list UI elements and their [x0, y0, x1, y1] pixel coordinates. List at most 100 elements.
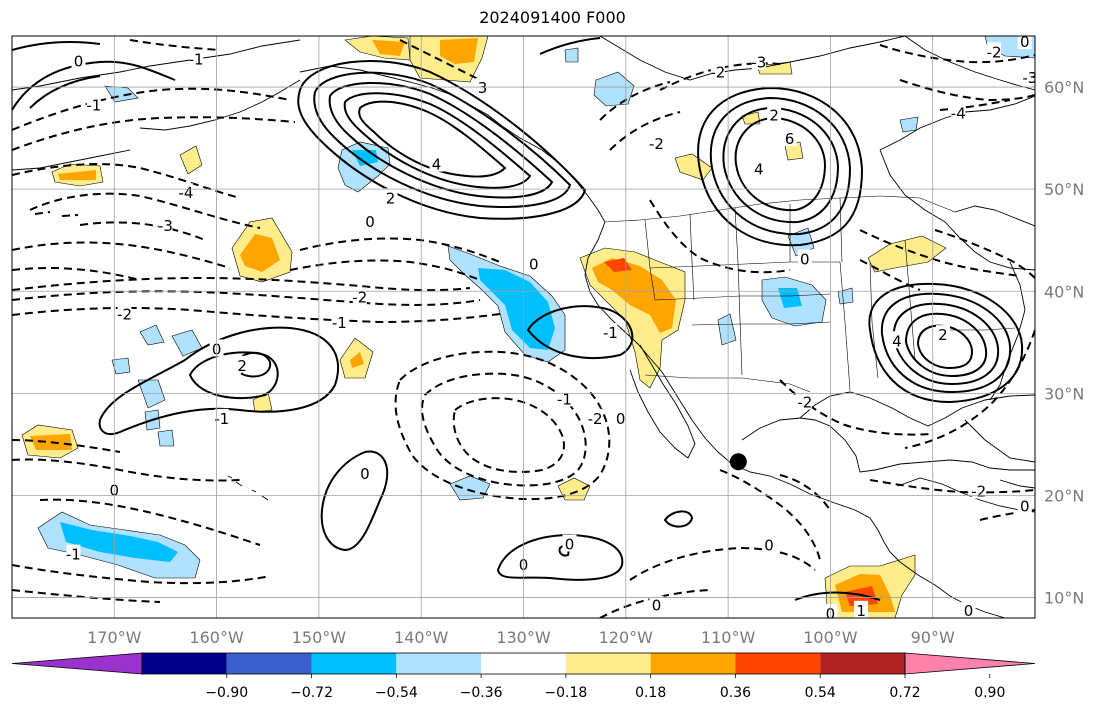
coastlines	[12, 36, 1035, 618]
contour-label-bg	[762, 535, 777, 553]
positive-contours	[12, 37, 1024, 601]
contour-label-bg	[357, 464, 372, 482]
contour-label: -1	[557, 390, 572, 408]
contour-label: -4	[951, 105, 966, 123]
contour-label: 0	[964, 602, 974, 620]
colorbar-segment	[396, 653, 482, 674]
contour-label-bg	[935, 325, 950, 343]
positive-anomaly-shading	[21, 36, 947, 618]
colorbar-extend-low	[11, 652, 143, 675]
negative-anomaly-shading	[37, 36, 1035, 579]
contour-label: -1	[66, 546, 81, 564]
contour-label: -2	[971, 482, 986, 500]
contour-label-bg	[889, 331, 904, 349]
contour-label: 1	[856, 602, 866, 620]
contour-label-bg	[332, 312, 347, 330]
contour-label: 2	[386, 189, 396, 207]
map-frame	[11, 35, 1036, 619]
contour-label: -2	[352, 288, 367, 306]
contour-label-bg	[710, 62, 725, 80]
colorbar-frame	[141, 652, 906, 675]
contour-label: -1	[214, 410, 229, 428]
gridlines	[12, 36, 1035, 618]
longitude-tick-label: 160°W	[189, 628, 244, 647]
contour-label: -1	[332, 314, 347, 332]
colorbar-segment	[820, 653, 905, 674]
contour-label: 0	[616, 410, 626, 428]
longitude-tick-labels: 170°W 160°W 150°W 140°W 130°W 120°W 110°W 100°W…	[87, 628, 955, 647]
contour-label: 0	[764, 536, 774, 554]
contour-label-bg	[971, 481, 986, 499]
colorbar-segment	[650, 653, 736, 674]
contour-label: -2	[987, 43, 1002, 61]
contour-label-bg	[1017, 36, 1032, 50]
colorbar-segment	[226, 653, 312, 674]
contour-label-bg	[649, 134, 664, 152]
contour-label-bg	[751, 52, 766, 70]
contour-label: -4	[178, 184, 193, 202]
contour-label-bg	[1022, 67, 1035, 85]
contour-label: 4	[432, 156, 442, 174]
contour-label-bg	[613, 408, 628, 426]
colorbar-extend-high	[904, 652, 1036, 675]
contour-label-bg	[117, 304, 132, 322]
contour-label-bg	[854, 600, 869, 618]
contour-label-bg	[158, 215, 173, 233]
contour-label-bg	[189, 49, 204, 67]
contour-label-bg	[961, 600, 976, 618]
contour-label: 0	[360, 465, 370, 483]
contour-label-bg	[178, 183, 193, 201]
colorbar-segment	[311, 653, 397, 674]
contour-label-bg	[951, 103, 966, 121]
latitude-tick-label: 30°N	[1044, 384, 1084, 403]
contour-label: -2	[588, 410, 603, 428]
colorbar-tick-label: 0.90	[974, 685, 1005, 701]
colorbar	[11, 652, 1036, 675]
contour-label: 2	[237, 357, 247, 375]
latitude-tick-labels: 60°N 50°N 40°N 30°N 20°N 10°N	[1044, 78, 1084, 608]
contour-label-bg	[383, 188, 398, 206]
contour-label: 4	[892, 332, 902, 350]
colorbar-segment	[481, 653, 566, 674]
contour-label: 6	[785, 130, 795, 148]
latitude-tick-label: 20°N	[1044, 486, 1084, 505]
colorbar-tick-label: 0.36	[720, 685, 751, 701]
contour-label: 3	[478, 79, 488, 97]
colorbar-tick-label: 0.18	[635, 685, 666, 701]
contour-label: -1	[603, 324, 618, 342]
longitude-tick-label: 100°W	[803, 628, 858, 647]
longitude-tick-label: 140°W	[394, 628, 449, 647]
contour-label-bg	[429, 154, 444, 172]
contour-label: 0	[365, 213, 375, 231]
colorbar-tick-label: 0.72	[889, 685, 920, 701]
contour-label: 0	[652, 597, 662, 615]
contour-label: 0	[74, 53, 84, 71]
contour-label: 0	[565, 535, 575, 553]
contour-label-bg	[782, 129, 797, 147]
contour-label: 2	[938, 326, 948, 344]
contour-label-bg	[797, 249, 812, 267]
longitude-tick-label: 120°W	[599, 628, 654, 647]
contour-label: -2	[797, 394, 812, 412]
contour-label-bg	[588, 408, 603, 426]
contour-label-bg	[86, 95, 101, 113]
colorbar-tick-label: −0.18	[544, 685, 587, 701]
colorbar-tick-label: −0.54	[375, 685, 418, 701]
colorbar-tick-label: −0.36	[460, 685, 503, 701]
contour-label: 0	[529, 256, 539, 274]
contour-label: -1	[86, 96, 101, 114]
longitude-tick-label: 130°W	[496, 628, 551, 647]
colorbar-segment	[565, 653, 651, 674]
contour-label-bg	[751, 159, 766, 177]
contour-label-bg	[66, 544, 81, 562]
contour-label-bg	[214, 408, 229, 426]
contour-label-bg	[797, 392, 812, 410]
negative-contours	[12, 39, 1035, 618]
latitude-tick-label: 50°N	[1044, 180, 1084, 199]
contour-label: -3	[751, 54, 766, 72]
colorbar-segment	[735, 653, 821, 674]
contour-label: 4	[754, 161, 764, 179]
contour-label-bg	[71, 51, 86, 69]
contour-label: -3	[1022, 69, 1037, 87]
